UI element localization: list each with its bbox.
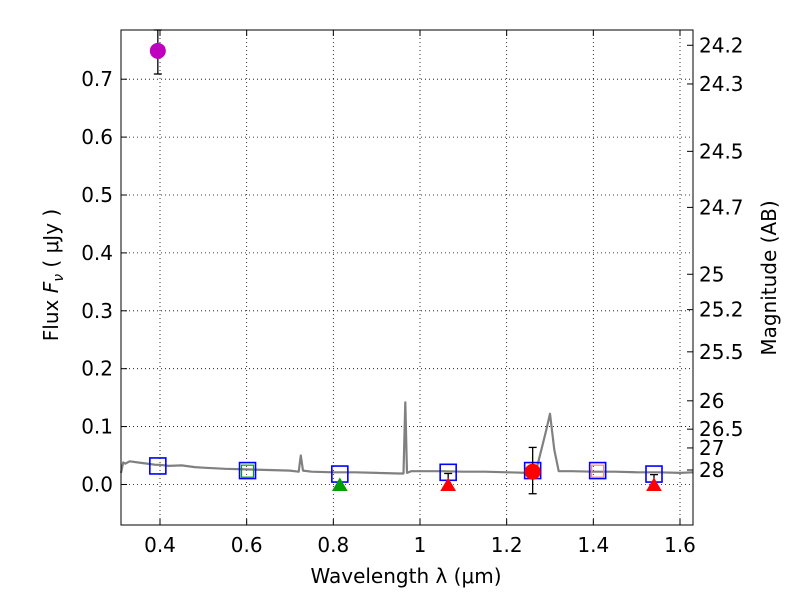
x-tick-label: 1 [414, 533, 427, 557]
band-inner-square-marker [240, 464, 255, 478]
upper-limit-marker [646, 477, 662, 491]
y-tick-label: 0.5 [81, 183, 113, 207]
y2-tick-label: 26.5 [699, 417, 744, 441]
y2-tick-label: 27 [699, 436, 724, 460]
plot-frame [120, 29, 694, 526]
y2-tick-label: 26 [699, 389, 724, 413]
y-axis-label-subscript: ν [51, 274, 67, 282]
y-axis-label-suffix: ( μJy ) [39, 209, 63, 274]
band-square-marker [238, 461, 257, 480]
upper-limit-marker [440, 477, 457, 491]
detection-point-marker [149, 42, 166, 59]
y-axis-label-symbol: F [39, 281, 63, 293]
y2-tick-label: 25.5 [699, 340, 744, 364]
y-axis-label: Flux Fν ( μJy ) [39, 209, 67, 341]
y2-tick-label: 24.5 [699, 139, 744, 163]
model-spectrum [119, 401, 694, 475]
x-axis-label: Wavelength λ (μm) [310, 564, 501, 588]
y-tick-label: 0.7 [81, 67, 113, 91]
grid [121, 30, 693, 525]
y-tick-label: 0.1 [81, 415, 113, 439]
y-tick-label: 0.4 [81, 241, 113, 265]
y2-tick-label: 25 [699, 262, 724, 286]
x-tick-label: 1.2 [491, 533, 523, 557]
band-square-marker [588, 461, 607, 480]
y-axis-label-prefix: Flux [39, 293, 63, 341]
model-spectrum-line [119, 401, 694, 475]
detection-point-marker [524, 463, 541, 480]
x-tick-label: 1.6 [664, 533, 696, 557]
y2-tick-label: 24.2 [699, 33, 744, 57]
y-tick-label: 0.0 [81, 472, 113, 496]
data-markers [149, 29, 663, 495]
x-tick-label: 1.4 [577, 533, 609, 557]
y2-tick-label: 24.3 [699, 72, 744, 96]
y2-axis-label: Magnitude (AB) [757, 200, 781, 355]
band-inner-square-marker [591, 464, 605, 478]
y-tick-label: 0.2 [81, 357, 113, 381]
x-tick-label: 0.4 [144, 533, 176, 557]
x-tick-label: 0.6 [231, 533, 263, 557]
band-square-marker [149, 457, 167, 475]
x-tick-label: 0.8 [317, 533, 349, 557]
upper-limit-marker [331, 477, 348, 491]
y2-tick-label: 24.7 [699, 195, 744, 219]
y-tick-label: 0.6 [81, 125, 113, 149]
axis-ticks: 0.4 0.6 0.8 1 1.2 1.4 1.6 0.0 0.1 0.2 0.3 0.4 0.5 0.6… [81, 30, 744, 557]
y2-tick-label: 28 [699, 458, 724, 482]
y2-tick-label: 25.2 [699, 298, 744, 322]
y-tick-label: 0.3 [81, 299, 113, 323]
